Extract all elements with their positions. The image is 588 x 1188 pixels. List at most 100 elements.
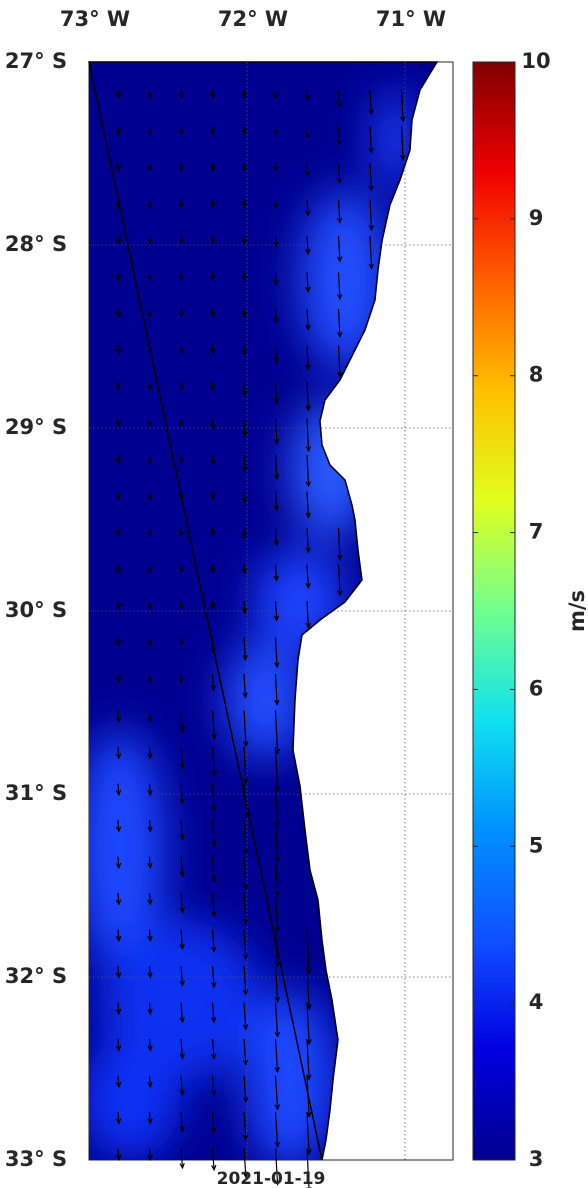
- wind-arrow-shaft: [306, 929, 310, 974]
- wind-arrow-head: [241, 202, 247, 209]
- wind-arrow-shaft: [180, 965, 184, 986]
- wind-arrow-head: [115, 1154, 122, 1162]
- wind-arrow-head: [178, 165, 184, 173]
- wind-arrow-head: [115, 457, 121, 465]
- wind-arrow-head: [210, 348, 216, 355]
- wind-arrow-head: [178, 457, 184, 465]
- wind-arrow-head: [210, 202, 216, 209]
- wind-arrow-head: [115, 129, 121, 136]
- wind-arrow-shaft: [306, 418, 310, 451]
- wind-arrow-shaft: [274, 345, 278, 363]
- wind-arrow-head: [242, 953, 249, 961]
- wind-arrow-head: [210, 1053, 217, 1060]
- wind-arrow-head: [211, 876, 217, 883]
- wind-arrow-head: [179, 798, 185, 805]
- wind-arrow-head: [305, 210, 311, 217]
- wind-arrow-head: [178, 311, 184, 319]
- lat-tick-label: 29° S: [5, 415, 67, 439]
- wind-arrow-head: [274, 1031, 280, 1038]
- wind-arrow-head: [211, 911, 217, 918]
- wind-arrow-head: [147, 275, 153, 282]
- wind-arrow-head: [336, 178, 343, 185]
- wind-arrow-shaft: [180, 673, 183, 683]
- wind-arrow-head: [305, 512, 311, 519]
- wind-arrow-head: [211, 982, 217, 989]
- wind-arrow-head: [147, 753, 153, 760]
- wind-arrow-shaft: [274, 637, 278, 668]
- wind-arrow-head: [210, 603, 216, 611]
- lat-tick-label: 32° S: [5, 964, 67, 988]
- wind-arrow-head: [210, 384, 216, 392]
- wind-arrow-head: [337, 590, 343, 597]
- wind-arrow-shaft: [369, 162, 373, 191]
- wind-arrow-head: [273, 203, 279, 210]
- wind-arrow-head: [178, 348, 184, 355]
- wind-arrow-shaft: [243, 381, 246, 396]
- wind-arrow-head: [242, 1059, 249, 1066]
- wind-arrow-shaft: [274, 1002, 279, 1037]
- wind-arrow-head: [115, 1045, 122, 1052]
- wind-arrow-shaft: [148, 1148, 151, 1160]
- wind-arrow-shaft: [243, 1148, 247, 1178]
- wind-arrow-shaft: [337, 272, 341, 299]
- wind-arrow-head: [241, 608, 248, 615]
- wind-arrow-head: [241, 311, 247, 319]
- wind-arrow-head: [147, 129, 153, 136]
- wind-arrow-head: [274, 961, 281, 968]
- wind-arrow-head: [178, 530, 184, 538]
- wind-arrow-head: [115, 826, 122, 833]
- wind-arrow-head: [305, 582, 311, 590]
- wind-arrow-shaft: [274, 1148, 279, 1185]
- wind-arrow-head: [179, 980, 185, 987]
- wind-arrow-head: [178, 92, 184, 100]
- wind-arrow-shaft: [337, 89, 341, 107]
- wind-arrow-head: [242, 1172, 249, 1179]
- wind-arrow-head: [115, 1118, 122, 1125]
- wind-arrow-head: [243, 848, 249, 855]
- wind-arrow-head: [305, 364, 311, 371]
- wind-arrow-head: [304, 94, 311, 101]
- wind-arrow-shaft: [243, 1002, 247, 1030]
- wind-arrow-head: [147, 826, 153, 833]
- wind-arrow-head: [115, 972, 122, 979]
- wind-arrow-shaft: [211, 892, 215, 917]
- wind-arrow-head: [147, 899, 153, 906]
- wind-arrow-head: [179, 1017, 185, 1024]
- wind-arrow-head: [368, 225, 375, 232]
- wind-arrow-shaft: [306, 491, 310, 518]
- wind-arrow-head: [337, 331, 343, 339]
- wind-arrow-shaft: [306, 162, 309, 176]
- wind-arrow-head: [210, 1127, 217, 1134]
- wind-arrow-shaft: [211, 746, 215, 776]
- wind-arrow-head: [210, 165, 216, 173]
- wind-arrow-shaft: [180, 819, 184, 840]
- wind-arrow-head: [242, 1024, 249, 1031]
- wind-arrow-head: [273, 438, 280, 445]
- wind-arrow-head: [147, 676, 153, 684]
- wind-arrow-head: [210, 494, 216, 501]
- wind-arrow-shaft: [148, 965, 151, 978]
- wind-arrow-shaft: [274, 1075, 279, 1110]
- wind-arrow-shaft: [306, 1111, 310, 1155]
- wind-arrow-head: [243, 813, 249, 820]
- wind-arrow-shaft: [148, 746, 151, 759]
- wind-arrow-shaft: [306, 345, 309, 370]
- wind-arrow-shaft: [243, 965, 247, 995]
- colorbar-label: m/s: [565, 590, 588, 632]
- wind-arrow-shaft: [180, 1038, 184, 1059]
- wind-arrow-shaft: [274, 491, 278, 511]
- wind-arrow-shaft: [117, 892, 120, 905]
- wind-arrow-shaft: [306, 272, 309, 292]
- wind-arrow-head: [241, 349, 248, 357]
- wind-arrow-shaft: [148, 1111, 151, 1124]
- wind-arrow-shaft: [306, 564, 309, 588]
- wind-arrow-head: [336, 256, 343, 263]
- wind-arrow-head: [242, 918, 249, 925]
- wind-arrow-head: [273, 398, 280, 405]
- wind-arrow-shaft: [369, 235, 373, 269]
- wind-arrow-shaft: [274, 199, 277, 209]
- wind-arrow-head: [147, 935, 153, 943]
- wind-arrow-head: [115, 899, 122, 906]
- wind-arrow-head: [274, 662, 280, 669]
